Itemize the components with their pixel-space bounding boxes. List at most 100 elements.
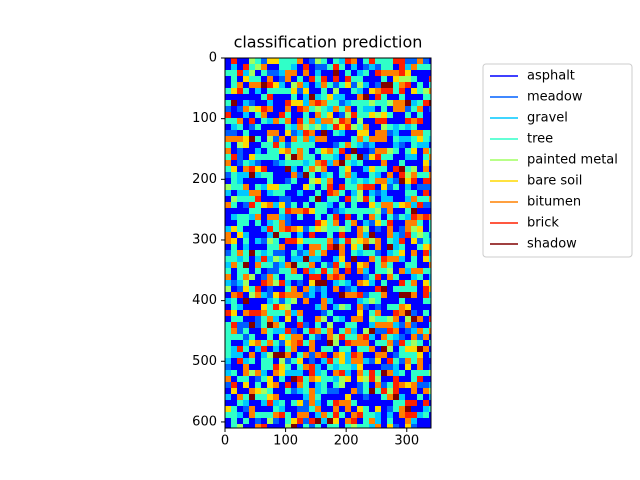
- image-pixel: [315, 346, 321, 352]
- image-pixel: [285, 394, 291, 400]
- image-pixel: [393, 376, 399, 382]
- image-pixel: [345, 100, 351, 106]
- image-pixel: [267, 340, 273, 346]
- image-pixel: [429, 172, 431, 178]
- image-pixel: [237, 310, 243, 316]
- image-pixel: [237, 94, 243, 100]
- image-pixel: [249, 94, 255, 100]
- image-pixel: [291, 340, 297, 346]
- image-pixel: [225, 58, 231, 64]
- image-pixel: [267, 274, 273, 280]
- image-pixel: [255, 244, 261, 250]
- image-pixel: [231, 358, 237, 364]
- image-pixel: [411, 412, 417, 418]
- image-pixel: [399, 196, 405, 202]
- image-pixel: [357, 280, 363, 286]
- image-pixel: [345, 106, 351, 112]
- image-pixel: [405, 268, 411, 274]
- image-pixel: [363, 184, 369, 190]
- image-pixel: [363, 304, 369, 310]
- image-pixel: [429, 358, 431, 364]
- image-pixel: [387, 376, 393, 382]
- image-pixel: [351, 226, 357, 232]
- image-pixel: [273, 268, 279, 274]
- image-pixel: [273, 358, 279, 364]
- image-pixel: [351, 292, 357, 298]
- image-pixel: [291, 106, 297, 112]
- image-pixel: [279, 388, 285, 394]
- image-pixel: [285, 130, 291, 136]
- image-pixel: [351, 310, 357, 316]
- image-pixel: [351, 106, 357, 112]
- image-pixel: [375, 112, 381, 118]
- image-pixel: [375, 244, 381, 250]
- image-pixel: [291, 370, 297, 376]
- image-pixel: [327, 184, 333, 190]
- image-pixel: [387, 250, 393, 256]
- image-pixel: [273, 424, 279, 428]
- image-pixel: [351, 160, 357, 166]
- image-pixel: [321, 232, 327, 238]
- image-pixel: [351, 352, 357, 358]
- image-pixel: [387, 322, 393, 328]
- image-pixel: [321, 190, 327, 196]
- image-pixel: [303, 178, 309, 184]
- image-pixel: [357, 370, 363, 376]
- image-pixel: [327, 238, 333, 244]
- image-pixel: [249, 418, 255, 424]
- image-pixel: [225, 232, 231, 238]
- image-pixel: [333, 268, 339, 274]
- image-pixel: [369, 154, 375, 160]
- image-pixel: [369, 286, 375, 292]
- image-pixel: [381, 142, 387, 148]
- image-pixel: [267, 214, 273, 220]
- image-pixel: [429, 352, 431, 358]
- image-pixel: [417, 298, 423, 304]
- image-pixel: [273, 166, 279, 172]
- image-pixel: [405, 238, 411, 244]
- image-pixel: [291, 424, 297, 428]
- image-pixel: [405, 358, 411, 364]
- image-pixel: [315, 64, 321, 70]
- image-pixel: [267, 166, 273, 172]
- image-pixel: [225, 76, 231, 82]
- image-pixel: [261, 400, 267, 406]
- image-pixel: [381, 88, 387, 94]
- image-pixel: [393, 58, 399, 64]
- image-pixel: [417, 334, 423, 340]
- image-pixel: [339, 88, 345, 94]
- image-pixel: [405, 220, 411, 226]
- image-pixel: [405, 154, 411, 160]
- image-pixel: [339, 100, 345, 106]
- image-pixel: [387, 172, 393, 178]
- image-pixel: [315, 328, 321, 334]
- image-pixel: [225, 190, 231, 196]
- image-pixel: [267, 82, 273, 88]
- image-pixel: [333, 70, 339, 76]
- image-pixel: [237, 154, 243, 160]
- image-pixel: [237, 136, 243, 142]
- image-pixel: [369, 382, 375, 388]
- image-pixel: [249, 370, 255, 376]
- image-pixel: [417, 376, 423, 382]
- image-pixel: [303, 280, 309, 286]
- image-pixel: [399, 88, 405, 94]
- image-pixel: [357, 400, 363, 406]
- image-pixel: [345, 262, 351, 268]
- image-pixel: [381, 112, 387, 118]
- image-pixel: [423, 124, 429, 130]
- image-pixel: [303, 322, 309, 328]
- image-pixel: [387, 370, 393, 376]
- image-pixel: [363, 130, 369, 136]
- image-pixel: [273, 196, 279, 202]
- image-pixel: [405, 124, 411, 130]
- image-pixel: [231, 94, 237, 100]
- image-pixel: [243, 262, 249, 268]
- image-pixel: [303, 124, 309, 130]
- image-pixel: [243, 124, 249, 130]
- image-pixel: [339, 154, 345, 160]
- image-pixel: [429, 286, 431, 292]
- image-pixel: [369, 340, 375, 346]
- image-pixel: [315, 286, 321, 292]
- image-pixel: [327, 328, 333, 334]
